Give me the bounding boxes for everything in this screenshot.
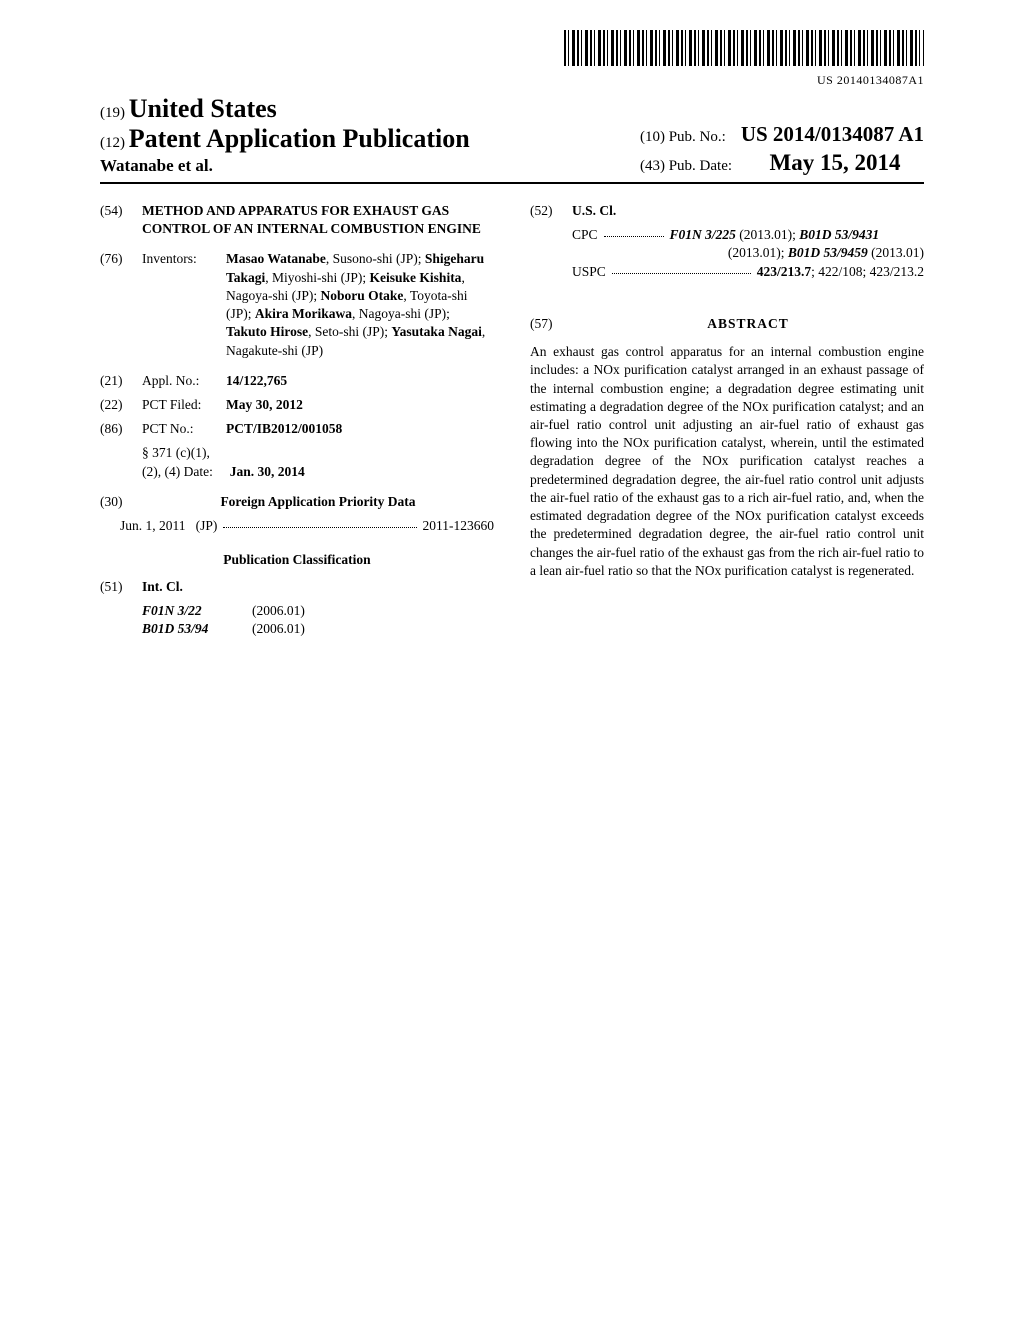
left-column: (54) METHOD AND APPARATUS FOR EXHAUST GA… — [100, 202, 494, 638]
cpc-line-1: CPC F01N 3/225 (2013.01); B01D 53/9431 — [572, 226, 924, 244]
doc-type: Patent Application Publication — [129, 124, 470, 153]
appl-label: Appl. No.: — [142, 372, 226, 390]
pub-date-label: Pub. Date: — [669, 158, 732, 174]
separator-line — [100, 182, 924, 184]
patent-page: US 20140134087A1 (19) United States (12)… — [0, 0, 1024, 678]
barcode-number: US 20140134087A1 — [100, 73, 924, 88]
intcl-1-class: F01N 3/22 — [142, 602, 252, 620]
s371-date-row: (2), (4) Date: Jan. 30, 2014 — [142, 463, 494, 481]
body-columns: (54) METHOD AND APPARATUS FOR EXHAUST GA… — [100, 202, 924, 638]
doc-type-line: (12) Patent Application Publication — [100, 124, 470, 154]
title-row: (54) METHOD AND APPARATUS FOR EXHAUST GA… — [100, 202, 494, 238]
pub-no-line: (10) Pub. No.: US 2014/0134087 A1 — [640, 122, 924, 147]
abstract-heading-row: (57) ABSTRACT — [530, 309, 924, 343]
uscl-row: (52) U.S. Cl. — [530, 202, 924, 220]
intcl-2: B01D 53/94 (2006.01) — [142, 620, 494, 638]
invention-title: METHOD AND APPARATUS FOR EXHAUST GAS CON… — [142, 202, 494, 238]
inventors-row: (76) Inventors: Masao Watanabe, Susono-s… — [100, 250, 494, 359]
uscl-label: U.S. Cl. — [572, 202, 616, 220]
foreign-priority-line: Jun. 1, 2011 (JP) 2011-123660 — [100, 517, 494, 535]
title-code: (54) — [100, 202, 142, 238]
country-name: United States — [129, 94, 277, 123]
cpc-3: B01D 53/9459 — [788, 245, 868, 260]
header: (19) United States (12) Patent Applicati… — [100, 94, 924, 176]
foreign-heading: Foreign Application Priority Data — [142, 493, 494, 511]
right-column: (52) U.S. Cl. CPC F01N 3/225 (2013.01); … — [530, 202, 924, 638]
abstract-text: An exhaust gas control apparatus for an … — [530, 343, 924, 580]
cpc-label: CPC — [572, 226, 598, 244]
s371-label: § 371 (c)(1), — [142, 444, 494, 462]
cpc-3-date: (2013.01) — [871, 245, 924, 260]
s371-date: Jan. 30, 2014 — [230, 464, 305, 479]
abstract-block: (57) ABSTRACT An exhaust gas control app… — [530, 309, 924, 580]
pct-filed: May 30, 2012 — [226, 396, 494, 414]
pct-filed-code: (22) — [100, 396, 142, 414]
uspc-label: USPC — [572, 263, 606, 281]
cpc-2: B01D 53/9431 — [799, 227, 879, 242]
intcl-row: (51) Int. Cl. — [100, 578, 494, 596]
pct-no: PCT/IB2012/001058 — [226, 420, 494, 438]
foreign-no: 2011-123660 — [423, 517, 495, 535]
pub-class-heading: Publication Classification — [100, 551, 494, 569]
pub-no-code: (10) — [640, 129, 665, 145]
intcl-label: Int. Cl. — [142, 578, 183, 596]
intcl-2-class: B01D 53/94 — [142, 620, 252, 638]
uspc-main: 423/213.7 — [757, 264, 811, 279]
cpc-1-date: (2013.01); — [739, 227, 796, 242]
foreign-code: (30) — [100, 493, 142, 511]
intcl-lines: F01N 3/22 (2006.01) B01D 53/94 (2006.01) — [100, 602, 494, 638]
s371-block: § 371 (c)(1), (2), (4) Date: Jan. 30, 20… — [100, 444, 494, 480]
intcl-2-date: (2006.01) — [252, 620, 305, 638]
pub-date-line: (43) Pub. Date: May 15, 2014 — [640, 150, 924, 176]
uspc-values: 423/213.7; 422/108; 423/213.2 — [757, 263, 924, 281]
pub-no-label: Pub. No.: — [669, 129, 726, 145]
pct-filed-label: PCT Filed: — [142, 396, 226, 414]
intcl-code: (51) — [100, 578, 142, 596]
header-left: (19) United States (12) Patent Applicati… — [100, 94, 470, 176]
authors-line: Watanabe et al. — [100, 156, 470, 176]
inventors-code: (76) — [100, 250, 142, 359]
inventors-list: Masao Watanabe, Susono-shi (JP); Shigeha… — [226, 250, 494, 359]
cpc-2-date: (2013.01); — [728, 245, 785, 260]
pub-date-code: (43) — [640, 158, 665, 174]
intcl-1-date: (2006.01) — [252, 602, 305, 620]
pct-no-label: PCT No.: — [142, 420, 226, 438]
foreign-heading-row: (30) Foreign Application Priority Data — [100, 493, 494, 511]
inventors-label: Inventors: — [142, 250, 226, 359]
intcl-1: F01N 3/22 (2006.01) — [142, 602, 494, 620]
country-code: (19) — [100, 105, 125, 121]
barcode-region: US 20140134087A1 — [100, 30, 924, 88]
doc-type-code: (12) — [100, 135, 125, 151]
foreign-country: (JP) — [196, 517, 218, 535]
header-right: (10) Pub. No.: US 2014/0134087 A1 (43) P… — [640, 122, 924, 176]
appl-no-row: (21) Appl. No.: 14/122,765 — [100, 372, 494, 390]
pct-no-row: (86) PCT No.: PCT/IB2012/001058 — [100, 420, 494, 438]
pct-filed-row: (22) PCT Filed: May 30, 2012 — [100, 396, 494, 414]
appl-code: (21) — [100, 372, 142, 390]
dotted-leader — [604, 226, 664, 237]
cpc-1: F01N 3/225 — [670, 227, 736, 242]
pct-no-code: (86) — [100, 420, 142, 438]
uscl-code: (52) — [530, 202, 572, 220]
pub-no: US 2014/0134087 A1 — [741, 122, 924, 146]
pub-date: May 15, 2014 — [770, 150, 901, 175]
barcode-icon — [564, 30, 924, 66]
s371-date-label: (2), (4) Date: — [142, 464, 213, 479]
cpc-line-2: (2013.01); B01D 53/9459 (2013.01) — [572, 244, 924, 262]
foreign-date: Jun. 1, 2011 — [120, 517, 186, 535]
cpc-text: F01N 3/225 (2013.01); B01D 53/9431 — [670, 226, 880, 244]
country-line: (19) United States — [100, 94, 470, 124]
abstract-code: (57) — [530, 315, 572, 333]
abstract-heading: ABSTRACT — [572, 315, 924, 333]
dotted-leader — [223, 517, 416, 528]
dotted-leader — [612, 263, 751, 274]
uspc-line: USPC 423/213.7; 422/108; 423/213.2 — [572, 263, 924, 281]
uspc-rest: ; 422/108; 423/213.2 — [811, 264, 924, 279]
appl-no: 14/122,765 — [226, 372, 494, 390]
cpc-block: CPC F01N 3/225 (2013.01); B01D 53/9431 (… — [530, 226, 924, 281]
